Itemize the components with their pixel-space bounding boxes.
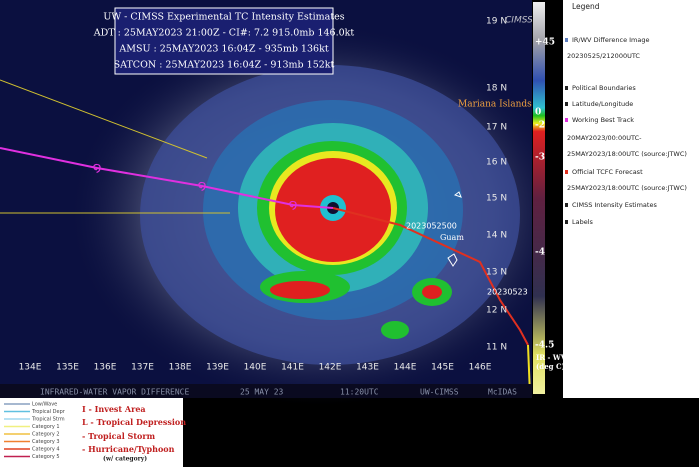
key-symbol: - Tropical Storm [82,431,156,441]
title-line: SATCON : 25MAY2023 16:04Z - 913mb 152kt [114,60,335,71]
latitude-label: 12 N [486,306,507,316]
longitude-label: 143E [356,363,379,373]
key-class: Category 2 [32,432,60,438]
legend-icon [565,170,568,174]
island-label: Guam [440,233,464,242]
longitude-label: 137E [131,363,154,373]
legend-icon [565,102,568,106]
latitude-label: 19 N [486,17,507,27]
longitude-label: 144E [394,363,417,373]
latitude-label: 16 N [486,158,507,168]
latitude-label: 15 N [486,194,507,204]
footer-text: McIDAS [488,388,517,397]
longitude-label: 136E [94,363,117,373]
longitude-label: 142E [319,363,342,373]
footer-text: 11:20UTC [340,388,379,397]
colorbar-label: +45 [535,38,555,48]
key-class: Tropical Depr [31,409,66,415]
key-class: Category 4 [32,447,60,453]
colorbar-label: -2 [535,121,545,131]
legend-panel [563,0,699,398]
key-class: Category 3 [32,439,60,445]
legend-icon [565,220,568,224]
rainband [270,281,330,299]
title-box [114,7,334,75]
colorbar-unit: IR - WV [536,353,567,362]
rainband [381,321,409,339]
key-class: Category 1 [32,424,60,430]
legend-item: 20230525/212000UTC [567,52,640,60]
longitude-label: 139E [206,363,229,373]
legend-icon [565,203,568,207]
key-symbol: (w/ category) [103,456,147,463]
longitude-label: 138E [169,363,192,373]
title-line: UW - CIMSS Experimental TC Intensity Est… [103,12,344,23]
track-time-label: 2023052500 [406,222,457,231]
key-symbol: - Hurricane/Typhoon [82,444,175,454]
legend-icon [565,86,568,90]
key-panel [0,398,183,467]
colorbar-label: -4.5 [535,341,554,351]
island-outline [453,191,462,198]
legend-item: 25MAY2023/18:00UTC (source:JTWC) [567,184,687,192]
logo: CIMSS [505,16,533,26]
rainband [422,285,442,299]
latitude-label: 17 N [486,123,507,133]
legend-item: 20MAY2023/00:00UTC- [567,134,642,142]
legend-icon [565,38,568,42]
footer-text: 25 MAY 23 [240,388,284,397]
legend-icon [565,118,568,122]
key-symbol: I - Invest Area [82,404,146,414]
longitude-label: 146E [469,363,492,373]
track-time-label: 20230523 [487,288,528,297]
longitude-label: 135E [56,363,79,373]
storm-symbol: ໑ [93,160,102,176]
legend-item: Working Best Track [572,116,634,124]
key-class: Category 5 [32,454,60,460]
storm-symbol: ໑ [198,178,207,194]
key-class: Tropical Strm [31,417,65,423]
longitude-label: 134E [19,363,42,373]
key-symbol: L - Tropical Depression [82,417,186,427]
legend-item: 25MAY2023/18:00UTC (source:JTWC) [567,150,687,158]
legend-item: CIMSS Intensity Estimates [572,201,657,209]
footer-text: UW-CIMSS [420,388,459,397]
longitude-label: 141E [281,363,304,373]
storm-symbol: ໑ [289,197,298,213]
forecast-track [332,207,529,346]
footer-strip [0,384,532,398]
colorbar-label: -3 [535,153,545,163]
island-outline [447,253,458,267]
colorbar-label: 0 [535,108,541,118]
region-label: Mariana Islands [458,100,532,110]
legend-item: Official TCFC Forecast [572,168,643,176]
key-class: Low/Wave [32,402,57,408]
legend-item: Labels [572,218,594,226]
longitude-label: 145E [431,363,454,373]
latitude-label: 13 N [486,268,507,278]
latitude-label: 14 N [486,231,507,241]
legend-item: Latitude/Longitude [572,100,633,108]
legend-title: Legend [572,2,600,11]
best-track [0,147,334,209]
latitude-label: 11 N [486,343,507,353]
legend-item: IR/WV Difference Image [572,36,650,44]
footer-text: INFRARED-WATER VAPOR DIFFERENCE [40,388,189,397]
title-line: ADT : 25MAY2023 21:00Z - CI#: 7.2 915.0m… [93,28,355,39]
colorbar-unit: (deg C) [536,362,565,371]
title-line: AMSU : 25MAY2023 16:04Z - 935mb 136kt [118,44,328,55]
latitude-label: 18 N [486,84,507,94]
boundary-line [0,79,208,159]
longitude-label: 140E [244,363,267,373]
legend-item: Political Boundaries [572,84,636,92]
colorbar [533,2,545,394]
colorbar-label: -4 [535,248,545,258]
